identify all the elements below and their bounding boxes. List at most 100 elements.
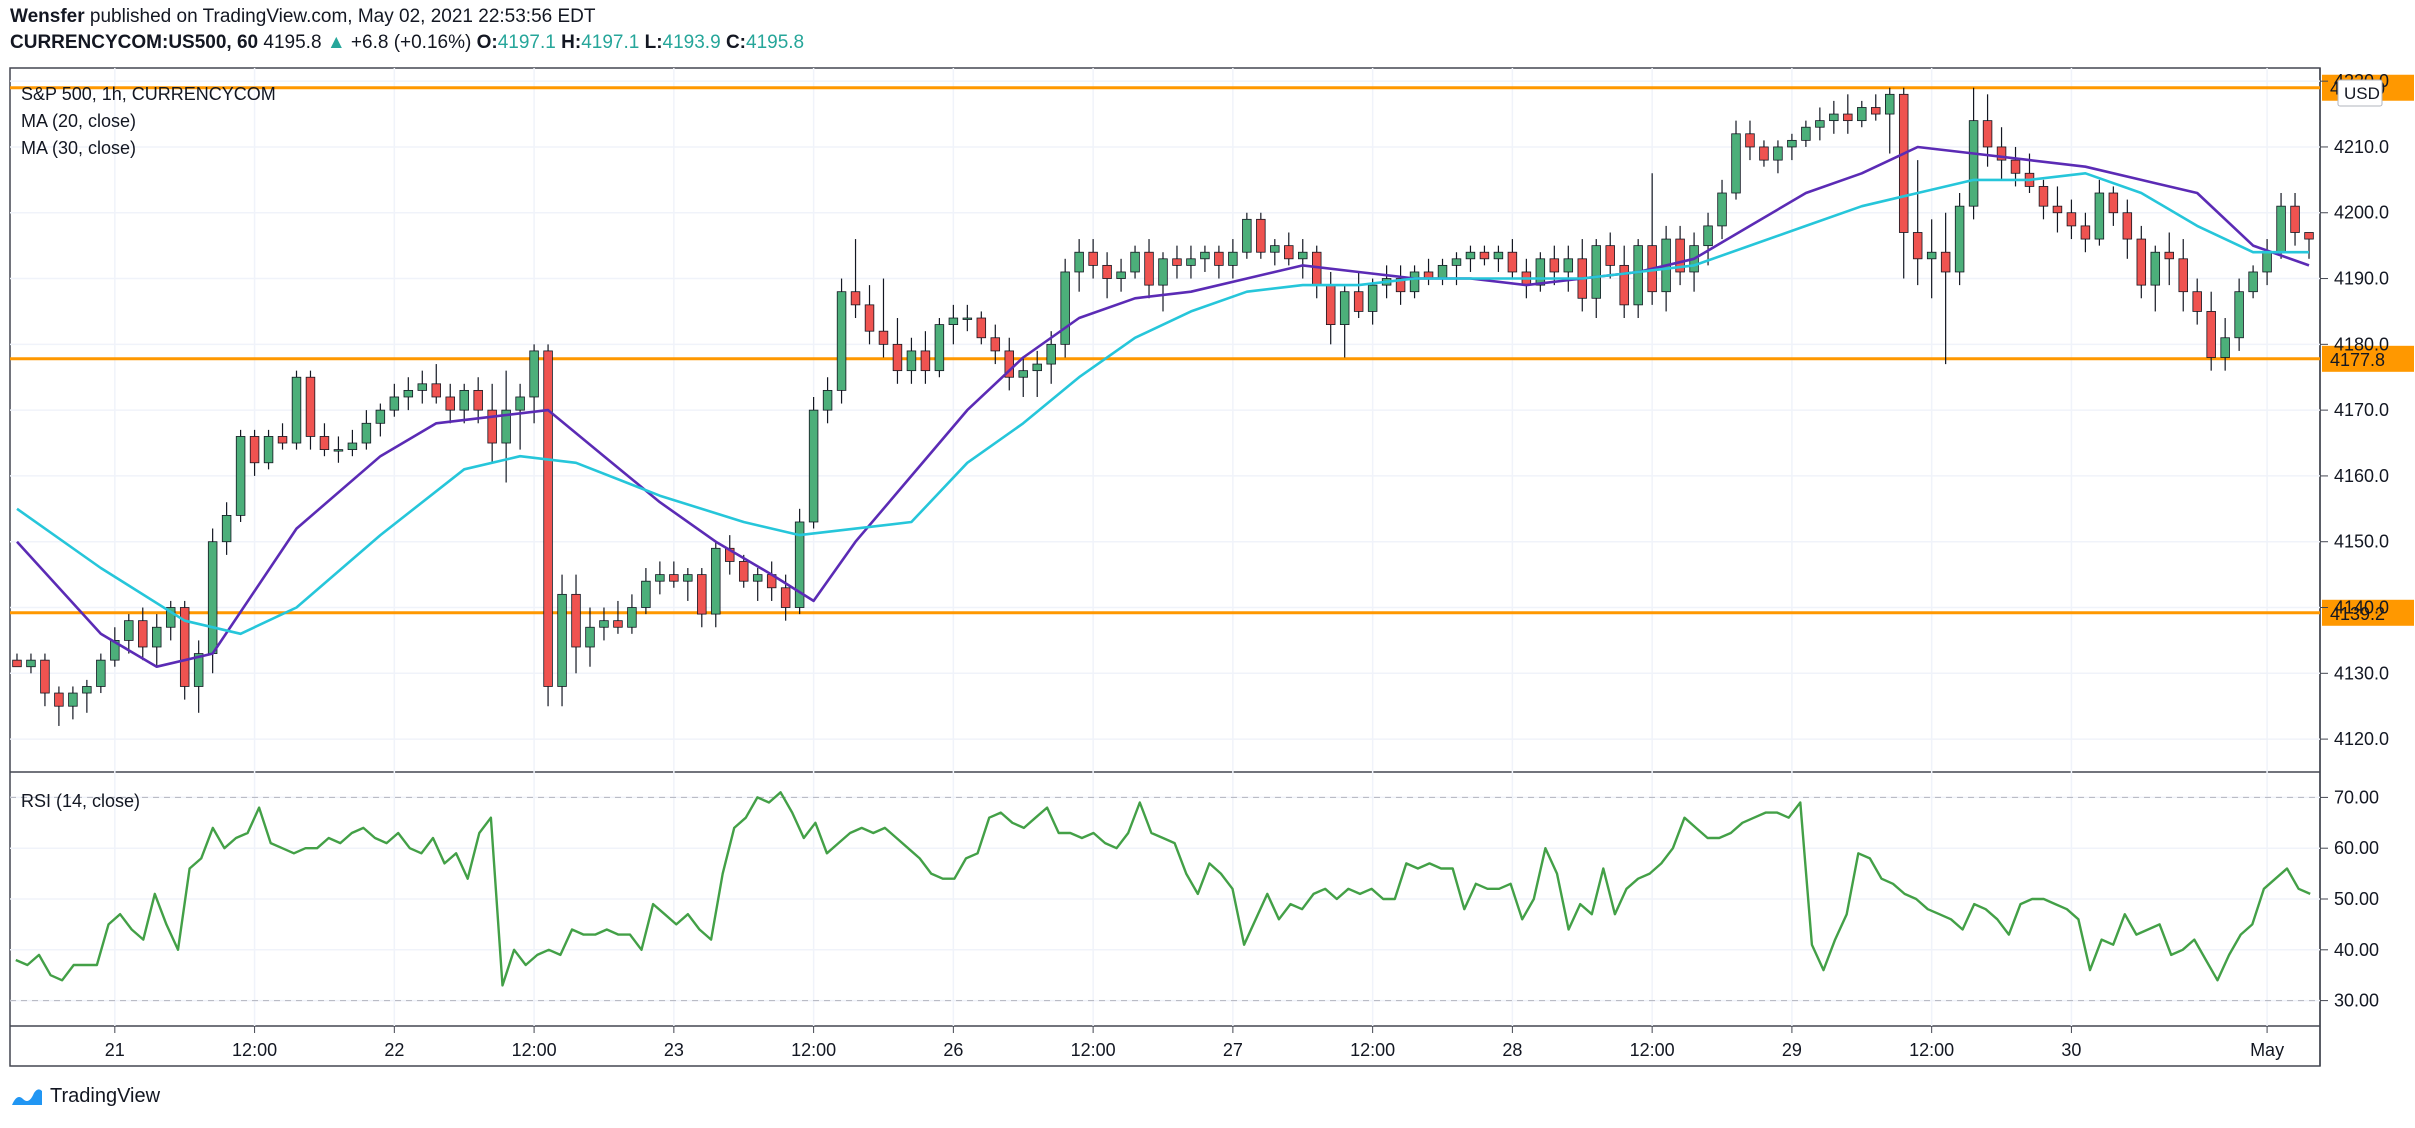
candle-body [459, 389, 469, 411]
rsi-tick-label: 30.00 [2334, 991, 2379, 1011]
candle-body [1046, 343, 1056, 365]
candle-body [2080, 225, 2091, 240]
candle-body [96, 659, 106, 687]
candle-body [1563, 258, 1574, 273]
candle-body [473, 389, 483, 411]
candle-body [920, 350, 931, 372]
candle-body [1675, 238, 1685, 273]
last-price: 4195.8 [263, 32, 322, 53]
ma20-line [16, 145, 2310, 668]
candle-body [417, 383, 428, 391]
candle-body [291, 376, 302, 444]
candle-body [2220, 337, 2230, 358]
candle-body [864, 304, 875, 332]
candle-body [1256, 218, 1266, 253]
candle-body [1409, 271, 1420, 293]
candle-body [1116, 271, 1126, 279]
candle-body [2052, 205, 2063, 214]
candle-body [1200, 251, 1210, 260]
candle-body [319, 436, 330, 451]
candle-body [263, 436, 274, 464]
candle-body [683, 574, 693, 582]
price-tick-label: 4130.0 [2334, 663, 2389, 683]
candle-body [2192, 291, 2202, 312]
candle-body [2150, 251, 2161, 286]
candle-body [1242, 218, 1252, 253]
candle-body [892, 343, 903, 372]
published-text: published on TradingView.com, May 02, 20… [89, 6, 596, 27]
candle-body [1633, 245, 1643, 306]
high-label: H: [561, 32, 582, 53]
candle-body [641, 580, 651, 608]
candle-body [1982, 120, 1993, 148]
publisher-line: Wensfer published on TradingView.com, Ma… [10, 6, 595, 28]
candle-body [752, 574, 763, 582]
tradingview-logo-icon [12, 1088, 42, 1105]
candle-body [1745, 133, 1755, 148]
author-name[interactable]: Wensfer [10, 6, 85, 27]
close-label: C: [725, 32, 746, 53]
symbol-line: CURRENCYCOM:US500, 60 4195.8 ▲ +6.8 (+0.… [10, 32, 804, 54]
currency-box [2337, 79, 2383, 107]
time-tick-label: 28 [1502, 1040, 1522, 1060]
candle-body [1228, 251, 1238, 266]
open-value: 4197.1 [497, 32, 556, 53]
candles [12, 87, 2314, 726]
tradingview-footer[interactable]: TradingView [10, 1085, 160, 1108]
candle-body [1395, 278, 1406, 293]
candle-body [1968, 120, 1979, 207]
candle-body [193, 653, 204, 687]
ma20-legend: MA (20, close) [21, 111, 136, 131]
candle-body [40, 659, 50, 694]
candle-body [962, 317, 973, 320]
candle-body [1060, 271, 1070, 345]
candle-body [124, 620, 134, 641]
price-tick-label: 4150.0 [2334, 532, 2389, 552]
candle-body [1591, 245, 1601, 299]
currency-label: USD [2344, 84, 2380, 103]
rsi-line [15, 791, 2311, 987]
candle-body [1493, 251, 1504, 260]
candle-body [26, 659, 36, 668]
moving-averages [16, 145, 2310, 668]
candle-body [1088, 251, 1098, 266]
candle-body [1018, 370, 1028, 378]
price-tick-label: 4170.0 [2334, 400, 2389, 420]
candle-body [1717, 192, 1727, 227]
candle-body [794, 521, 805, 608]
low-label: L: [644, 32, 663, 53]
candle-body [2010, 159, 2021, 174]
candle-body [361, 422, 372, 444]
candle-body [2108, 192, 2119, 214]
grid-lines [10, 68, 2320, 1026]
candle-body [179, 607, 190, 687]
candle-body [501, 409, 511, 444]
price-axis[interactable]: 4120.0 4130.0 4140.0 4150.0 4160.0 4170.0 4180… [2320, 71, 2389, 1011]
candle-body [2276, 205, 2286, 253]
candle-body [1353, 291, 1364, 312]
time-tick-label: 12:00 [512, 1040, 557, 1060]
candle-body [1731, 133, 1741, 194]
candle-body [165, 607, 176, 628]
candle-body [1367, 284, 1378, 312]
candle-body [138, 620, 148, 648]
candle-body [1898, 93, 1909, 233]
price-tick-label: 4200.0 [2334, 203, 2389, 223]
candle-body [906, 350, 917, 372]
candle-body [1507, 251, 1518, 273]
candle-body [1912, 232, 1923, 260]
candle-body [1074, 251, 1084, 273]
candle-body [543, 350, 553, 687]
candle-body [1004, 350, 1014, 378]
time-axis[interactable]: 21 12:00 22 12:00 23 12:00 26 12:00 27 12:00 28 12:… [105, 1026, 2284, 1060]
candle-body [2304, 232, 2314, 240]
candle-body [1787, 139, 1797, 148]
candle-body [529, 350, 539, 398]
price-tick-label: 4120.0 [2334, 729, 2389, 749]
time-tick-label: 27 [1223, 1040, 1243, 1060]
candle-body [82, 686, 92, 694]
candle-body [557, 593, 567, 687]
candle-body [2178, 258, 2188, 293]
